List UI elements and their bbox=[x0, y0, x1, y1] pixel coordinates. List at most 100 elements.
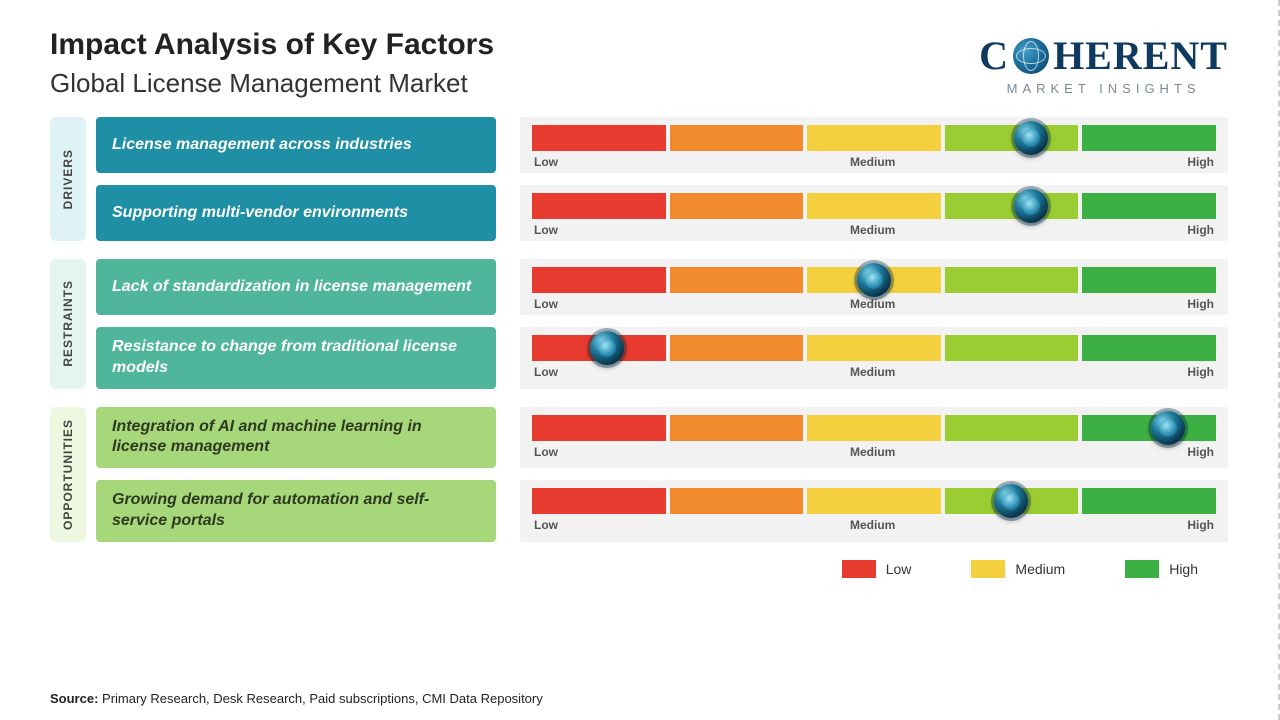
scale-segment bbox=[532, 415, 666, 441]
scale-labels: Low Medium High bbox=[532, 297, 1216, 311]
scale-segment bbox=[1082, 415, 1216, 441]
scale-track: Low Medium High bbox=[520, 117, 1228, 173]
scale-segment bbox=[670, 193, 804, 219]
group-drivers: DRIVERS License management across industr… bbox=[50, 117, 1228, 241]
scale-segment bbox=[1082, 335, 1216, 361]
scale-label-high: High bbox=[1187, 297, 1214, 311]
scale-label-low: Low bbox=[534, 445, 558, 459]
brand-wordmark: C HERENT bbox=[979, 32, 1228, 79]
factor-row: Lack of standardization in license manag… bbox=[96, 259, 1228, 315]
brand-logo: C HERENT MARKET INSIGHTS bbox=[979, 28, 1228, 96]
factor-row: Growing demand for automation and self-s… bbox=[96, 480, 1228, 542]
scale-track: Low Medium High bbox=[520, 259, 1228, 315]
scale-label-medium: Medium bbox=[850, 155, 895, 169]
scale-bar bbox=[532, 267, 1216, 293]
scale-segment bbox=[807, 193, 941, 219]
scale-segment bbox=[670, 335, 804, 361]
factor-label: Lack of standardization in license manag… bbox=[96, 259, 496, 315]
scale-label-low: Low bbox=[534, 365, 558, 379]
scale-label-low: Low bbox=[534, 155, 558, 169]
scale-segment bbox=[945, 415, 1079, 441]
legend: Low Medium High bbox=[50, 560, 1228, 578]
legend-item: High bbox=[1125, 560, 1198, 578]
factor-label: Growing demand for automation and self-s… bbox=[96, 480, 496, 542]
impact-marker bbox=[1014, 189, 1048, 223]
group-opportunities: OPPORTUNITIES Integration of AI and machi… bbox=[50, 407, 1228, 542]
factor-row: License management across industries Low M… bbox=[96, 117, 1228, 173]
scale-label-medium: Medium bbox=[850, 223, 895, 237]
page-subtitle: Global License Management Market bbox=[50, 68, 494, 99]
brand-letters-rest: HERENT bbox=[1053, 32, 1228, 79]
brand-tagline: MARKET INSIGHTS bbox=[1007, 81, 1201, 96]
scale-segment bbox=[532, 267, 666, 293]
scale-segment bbox=[670, 488, 804, 514]
scale-labels: Low Medium High bbox=[532, 518, 1216, 532]
scale-label-low: Low bbox=[534, 518, 558, 532]
scale-segment bbox=[1082, 267, 1216, 293]
scale-label-high: High bbox=[1187, 518, 1214, 532]
page-title: Impact Analysis of Key Factors bbox=[50, 28, 494, 62]
impact-marker bbox=[590, 331, 624, 365]
source-text: Primary Research, Desk Research, Paid su… bbox=[102, 691, 543, 706]
scale-segment bbox=[807, 335, 941, 361]
scale-segment bbox=[807, 415, 941, 441]
scale-label-medium: Medium bbox=[850, 297, 895, 311]
source-prefix: Source: bbox=[50, 691, 98, 706]
group-rows: License management across industries Low M… bbox=[96, 117, 1228, 241]
scale-segment bbox=[807, 125, 941, 151]
factor-label: Resistance to change from traditional li… bbox=[96, 327, 496, 389]
brand-letter-c: C bbox=[979, 32, 1009, 79]
scale-labels: Low Medium High bbox=[532, 365, 1216, 379]
legend-label: High bbox=[1169, 561, 1198, 577]
legend-item: Low bbox=[842, 560, 912, 578]
legend-label: Low bbox=[886, 561, 912, 577]
group-rows: Integration of AI and machine learning i… bbox=[96, 407, 1228, 542]
globe-icon bbox=[1013, 38, 1049, 74]
page-root: Impact Analysis of Key Factors Global Li… bbox=[0, 0, 1280, 720]
group-tab-opportunities: OPPORTUNITIES bbox=[50, 407, 86, 542]
scale-track: Low Medium High bbox=[520, 327, 1228, 389]
scale-bar bbox=[532, 193, 1216, 219]
scale-labels: LowMediumHigh bbox=[532, 223, 1216, 237]
factor-label: License management across industries bbox=[96, 117, 496, 173]
source-line: Source: Primary Research, Desk Research,… bbox=[50, 691, 543, 706]
factor-row: Integration of AI and machine learning i… bbox=[96, 407, 1228, 469]
legend-label: Medium bbox=[1015, 561, 1065, 577]
scale-segment bbox=[945, 335, 1079, 361]
scale-segment bbox=[1082, 125, 1216, 151]
legend-swatch bbox=[971, 560, 1005, 578]
impact-marker bbox=[1014, 121, 1048, 155]
group-rows: Lack of standardization in license manag… bbox=[96, 259, 1228, 389]
scale-label-low: Low bbox=[534, 297, 558, 311]
impact-chart: DRIVERS License management across industr… bbox=[50, 117, 1228, 542]
title-block: Impact Analysis of Key Factors Global Li… bbox=[50, 28, 494, 99]
scale-segment bbox=[670, 415, 804, 441]
scale-bar bbox=[532, 488, 1216, 514]
scale-label-high: High bbox=[1187, 445, 1214, 459]
scale-label-high: High bbox=[1187, 155, 1214, 169]
group-tab-restraints: RESTRAINTS bbox=[50, 259, 86, 389]
impact-marker bbox=[1151, 411, 1185, 445]
group-tab-label: OPPORTUNITIES bbox=[61, 419, 75, 530]
scale-segment bbox=[1082, 488, 1216, 514]
group-restraints: RESTRAINTS Lack of standardization in lic… bbox=[50, 259, 1228, 389]
header: Impact Analysis of Key Factors Global Li… bbox=[50, 28, 1228, 99]
scale-bar bbox=[532, 125, 1216, 151]
scale-bar bbox=[532, 335, 1216, 361]
scale-segment bbox=[807, 488, 941, 514]
scale-label-medium: Medium bbox=[850, 518, 895, 532]
scale-track: Low Medium High bbox=[520, 407, 1228, 469]
group-tab-drivers: DRIVERS bbox=[50, 117, 86, 241]
legend-item: Medium bbox=[971, 560, 1065, 578]
scale-label-medium: Medium bbox=[850, 445, 895, 459]
scale-segment bbox=[532, 488, 666, 514]
impact-marker bbox=[857, 263, 891, 297]
scale-track: Low Medium High bbox=[520, 480, 1228, 542]
scale-segment bbox=[945, 193, 1079, 219]
scale-segment bbox=[532, 125, 666, 151]
factor-row: Resistance to change from traditional li… bbox=[96, 327, 1228, 389]
group-tab-label: DRIVERS bbox=[61, 149, 75, 209]
scale-label-medium: Medium bbox=[850, 365, 895, 379]
scale-label-high: High bbox=[1187, 365, 1214, 379]
legend-swatch bbox=[842, 560, 876, 578]
